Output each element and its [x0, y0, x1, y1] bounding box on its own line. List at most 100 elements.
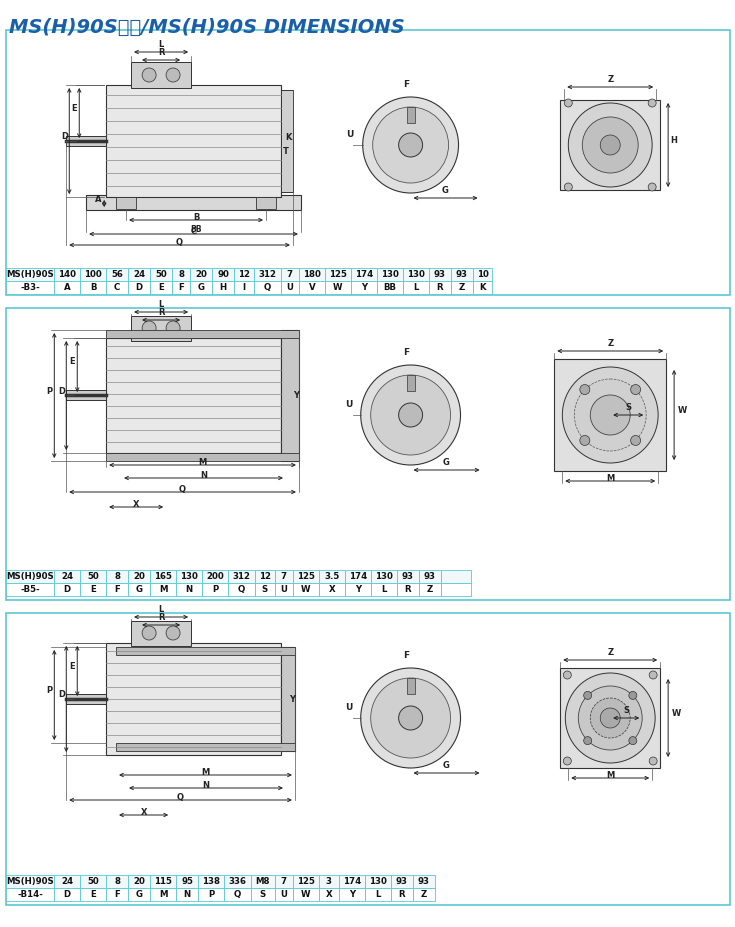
Bar — [251, 888, 275, 901]
Text: I: I — [243, 283, 245, 292]
Text: E: E — [90, 890, 96, 899]
Circle shape — [563, 671, 571, 679]
Circle shape — [568, 103, 652, 187]
Circle shape — [580, 436, 589, 446]
Text: W: W — [333, 283, 343, 292]
Text: C: C — [114, 283, 121, 292]
Text: D: D — [58, 690, 65, 699]
Circle shape — [590, 698, 630, 738]
Text: 10: 10 — [476, 270, 489, 279]
Circle shape — [373, 107, 448, 183]
Bar — [212, 281, 234, 294]
Text: 12: 12 — [238, 270, 250, 279]
Bar — [150, 875, 176, 888]
FancyBboxPatch shape — [7, 613, 730, 905]
Text: S: S — [259, 890, 266, 899]
Text: G: G — [442, 186, 449, 195]
Bar — [440, 570, 470, 583]
Text: 115: 115 — [154, 877, 172, 886]
Text: D: D — [64, 585, 71, 594]
Text: N: N — [184, 890, 190, 899]
Bar — [150, 583, 176, 596]
Bar — [202, 570, 228, 583]
Text: MS(H)90S尺寸/MS(H)90S DIMENSIONS: MS(H)90S尺寸/MS(H)90S DIMENSIONS — [10, 18, 405, 37]
Bar — [228, 570, 255, 583]
Text: Y: Y — [361, 283, 367, 292]
Bar — [281, 330, 299, 461]
Bar — [345, 570, 370, 583]
Bar — [106, 583, 128, 596]
Text: 7: 7 — [281, 572, 287, 581]
Text: M: M — [201, 768, 209, 777]
Bar — [7, 888, 54, 901]
Bar — [198, 875, 224, 888]
Text: U: U — [281, 890, 287, 899]
Circle shape — [565, 673, 655, 763]
Text: 24: 24 — [61, 877, 74, 886]
Text: BB: BB — [190, 225, 202, 234]
Bar — [391, 888, 412, 901]
Bar — [150, 888, 176, 901]
Text: W: W — [672, 709, 681, 718]
Circle shape — [142, 321, 156, 335]
Circle shape — [649, 757, 657, 765]
Bar — [128, 281, 150, 294]
Text: E: E — [69, 662, 75, 671]
Text: A: A — [95, 195, 101, 204]
Bar — [451, 281, 473, 294]
Bar — [319, 583, 345, 596]
Bar — [224, 888, 251, 901]
Bar — [54, 875, 80, 888]
Text: 20: 20 — [133, 877, 145, 886]
Bar — [365, 875, 391, 888]
Text: 50: 50 — [87, 877, 99, 886]
Text: R: R — [158, 308, 165, 317]
Bar — [403, 268, 429, 281]
Text: D: D — [64, 890, 71, 899]
Bar — [54, 268, 80, 281]
Text: Q: Q — [176, 238, 183, 247]
Text: U: U — [345, 400, 352, 409]
Text: W: W — [678, 406, 686, 415]
Bar — [275, 570, 293, 583]
Text: X: X — [329, 585, 335, 594]
Bar — [54, 583, 80, 596]
Text: MS(H)90S: MS(H)90S — [7, 877, 54, 886]
Bar — [106, 338, 281, 453]
Bar — [66, 694, 106, 704]
Bar — [172, 281, 190, 294]
Text: 8: 8 — [114, 877, 121, 886]
Bar — [275, 583, 293, 596]
Text: R: R — [158, 613, 165, 622]
Bar — [275, 888, 293, 901]
Text: 312: 312 — [232, 572, 251, 581]
Bar — [299, 281, 325, 294]
Bar — [293, 875, 319, 888]
Bar — [106, 875, 128, 888]
Bar — [473, 281, 492, 294]
Text: -B14-: -B14- — [18, 890, 43, 899]
Text: D: D — [135, 283, 143, 292]
Bar — [224, 875, 251, 888]
Bar — [86, 195, 301, 210]
Text: G: G — [136, 585, 143, 594]
Bar — [451, 268, 473, 281]
Circle shape — [142, 626, 156, 640]
Text: D: D — [61, 132, 68, 141]
Text: U: U — [345, 130, 353, 139]
Text: E: E — [69, 358, 75, 366]
Text: 12: 12 — [259, 572, 271, 581]
Text: U: U — [287, 283, 293, 292]
Text: M: M — [198, 458, 207, 467]
Bar — [150, 268, 172, 281]
Bar — [176, 583, 202, 596]
Text: 90: 90 — [217, 270, 229, 279]
Text: H: H — [220, 283, 226, 292]
Text: Q: Q — [234, 890, 241, 899]
Circle shape — [578, 686, 642, 750]
Bar — [190, 268, 212, 281]
Bar — [365, 888, 391, 901]
Text: BB: BB — [383, 283, 396, 292]
Bar — [106, 570, 128, 583]
Text: X: X — [140, 808, 147, 817]
